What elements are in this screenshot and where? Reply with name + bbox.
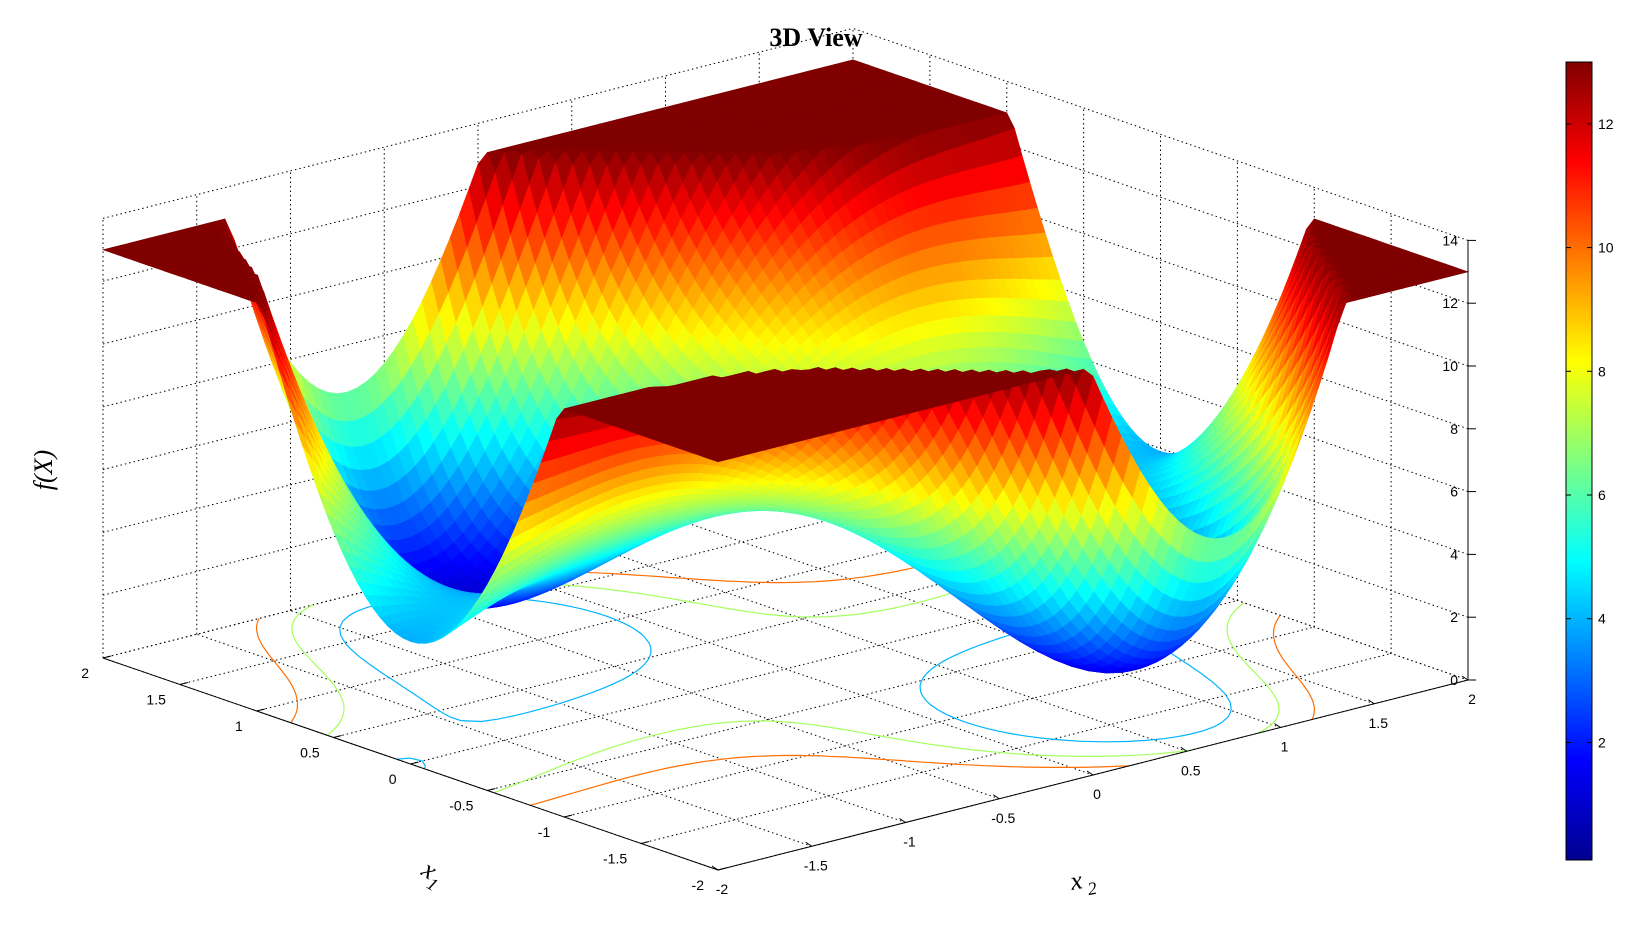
grid-line	[290, 610, 906, 823]
grid-line	[852, 341, 1469, 555]
grid-line	[256, 520, 1007, 712]
grid-line	[102, 27, 854, 219]
grid-line	[564, 626, 1315, 818]
grid-line	[852, 153, 1469, 367]
grid-line	[384, 586, 1000, 800]
surface	[101, 59, 1470, 674]
grid-line	[196, 633, 812, 847]
grid-line	[852, 216, 1469, 430]
grid-line	[571, 538, 1187, 752]
grid-line	[179, 494, 930, 685]
grid-line	[477, 562, 1094, 776]
grid-line	[665, 515, 1281, 728]
grid-line	[852, 27, 1469, 241]
grid-line	[852, 279, 1469, 493]
